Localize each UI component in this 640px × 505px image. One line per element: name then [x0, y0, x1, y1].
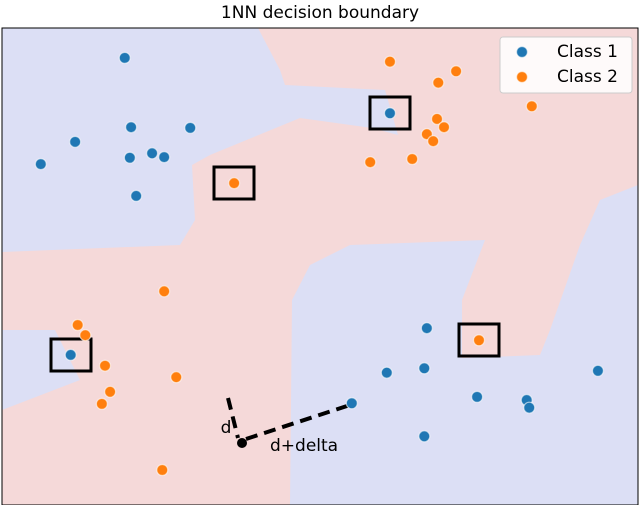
point [184, 121, 197, 134]
point [345, 397, 358, 410]
legend-entries: Class 1 Class 2 [515, 42, 618, 87]
point [523, 401, 536, 414]
point [98, 359, 112, 372]
point [69, 135, 82, 148]
legend-label: Class 2 [557, 67, 618, 87]
point [420, 322, 433, 335]
annotation: d [221, 418, 232, 438]
highlight-box [212, 165, 256, 201]
point [427, 135, 440, 148]
query-point [237, 438, 247, 448]
dashed-line [226, 397, 240, 439]
point [383, 55, 397, 68]
point [364, 156, 377, 169]
chart-title: 1NN decision boundary [221, 3, 419, 23]
point [64, 348, 77, 362]
point [418, 362, 431, 375]
class-2-region [2, 28, 638, 505]
annotation: d+delta [270, 436, 338, 456]
point [170, 371, 183, 384]
highlight-boxes [49, 95, 501, 373]
legend-label: Class 1 [557, 42, 618, 62]
point [470, 390, 484, 403]
point [380, 366, 393, 379]
highlight-box [368, 95, 412, 131]
legend [499, 36, 633, 94]
point [156, 463, 169, 477]
point [228, 177, 241, 190]
legend-marker [515, 70, 529, 84]
highlight-box [457, 322, 501, 358]
point [123, 151, 136, 164]
decision-regions [2, 28, 638, 505]
point [145, 147, 159, 160]
point [437, 121, 451, 134]
point [118, 51, 131, 64]
point [71, 318, 84, 332]
point [525, 100, 538, 113]
legend-marker [515, 45, 529, 59]
point [430, 112, 444, 126]
highlight-box [49, 337, 93, 373]
point [472, 334, 486, 347]
point [104, 385, 117, 398]
point [450, 65, 463, 78]
points [34, 51, 605, 477]
point [125, 121, 138, 134]
point [406, 152, 419, 166]
distance-annotation [226, 397, 351, 441]
point [383, 107, 397, 120]
point [418, 430, 431, 443]
point [158, 285, 171, 298]
point [95, 397, 108, 410]
point [591, 364, 605, 377]
plot-frame [1, 27, 639, 505]
point [158, 151, 171, 164]
point [34, 158, 47, 171]
point [130, 189, 143, 203]
point [79, 329, 92, 342]
point [432, 76, 445, 89]
